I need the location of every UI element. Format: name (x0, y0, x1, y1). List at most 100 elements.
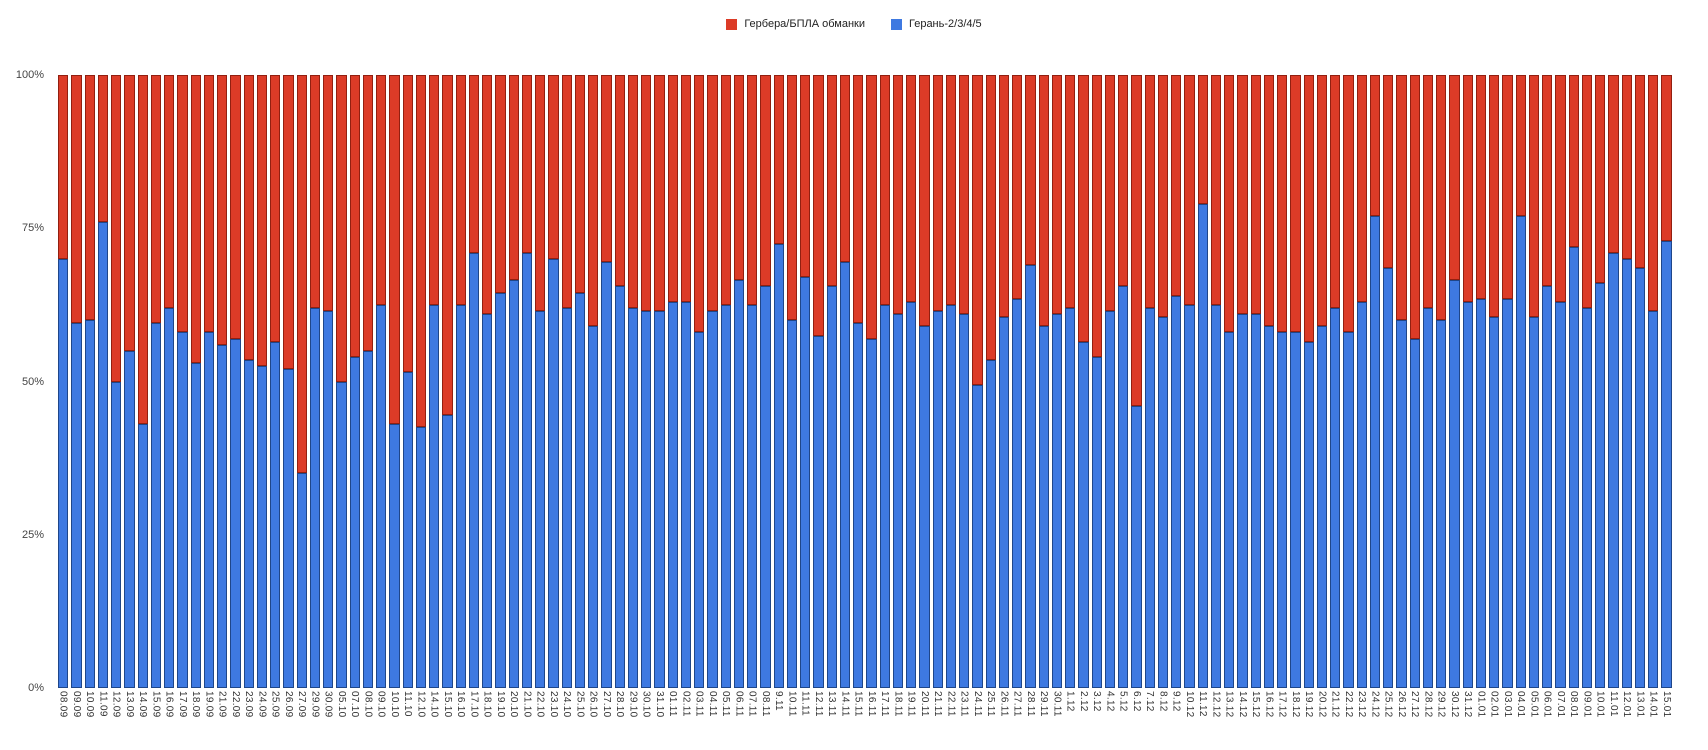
bar-16.12[interactable]: 16.12 (1263, 75, 1274, 718)
bar-segment-gerbera[interactable] (1051, 75, 1062, 315)
bar-segment-gerbera[interactable] (919, 75, 930, 327)
bar-segment-geran[interactable] (362, 350, 373, 688)
bar-20.12[interactable]: 20.12 (1316, 75, 1327, 718)
bar-segment-gerbera[interactable] (720, 75, 731, 305)
bar-segment-geran[interactable] (309, 307, 320, 688)
bar-segment-geran[interactable] (1277, 332, 1288, 688)
bar-segment-geran[interactable] (150, 323, 161, 688)
bar-segment-gerbera[interactable] (1502, 75, 1513, 299)
bar-segment-geran[interactable] (680, 301, 691, 688)
bar-31.12[interactable]: 31.12 (1462, 75, 1473, 718)
bar-segment-geran[interactable] (376, 304, 387, 688)
bar-segment-geran[interactable] (959, 314, 970, 688)
bar-segment-gerbera[interactable] (1330, 75, 1341, 308)
bar-segment-gerbera[interactable] (389, 75, 400, 425)
bar-segment-gerbera[interactable] (1065, 75, 1076, 308)
bar-segment-gerbera[interactable] (680, 75, 691, 302)
bar-segment-geran[interactable] (58, 258, 69, 688)
bar-segment-geran[interactable] (786, 320, 797, 688)
bar-segment-geran[interactable] (601, 261, 612, 688)
bar-segment-geran[interactable] (985, 360, 996, 688)
bar-segment-geran[interactable] (296, 473, 307, 688)
bar-segment-gerbera[interactable] (1290, 75, 1301, 333)
bar-segment-gerbera[interactable] (866, 75, 877, 339)
bar-segment-gerbera[interactable] (402, 75, 413, 373)
bar-segment-gerbera[interactable] (959, 75, 970, 315)
bar-09.09[interactable]: 09.09 (71, 75, 82, 718)
bar-19.12[interactable]: 19.12 (1303, 75, 1314, 718)
bar-segment-gerbera[interactable] (1528, 75, 1539, 318)
bar-segment-gerbera[interactable] (1131, 75, 1142, 407)
bar-segment-geran[interactable] (1396, 320, 1407, 688)
bar-06.01[interactable]: 06.01 (1542, 75, 1553, 718)
bar-16.09[interactable]: 16.09 (164, 75, 175, 718)
bar-19.10[interactable]: 19.10 (495, 75, 506, 718)
bar-segment-gerbera[interactable] (998, 75, 1009, 318)
bar-24.10[interactable]: 24.10 (561, 75, 572, 718)
bar-28.11[interactable]: 28.11 (1025, 75, 1036, 717)
bar-segment-gerbera[interactable] (323, 75, 334, 311)
bar-segment-gerbera[interactable] (945, 75, 956, 305)
bar-segment-geran[interactable] (482, 314, 493, 688)
bar-segment-geran[interactable] (243, 360, 254, 688)
bar-segment-geran[interactable] (71, 323, 82, 688)
bar-segment-gerbera[interactable] (1197, 75, 1208, 204)
bar-segment-geran[interactable] (1515, 215, 1526, 688)
bar-23.11[interactable]: 23.11 (959, 75, 970, 717)
bar-01.01[interactable]: 01.01 (1475, 75, 1486, 718)
bar-segment-geran[interactable] (402, 372, 413, 688)
bar-segment-geran[interactable] (932, 311, 943, 688)
bar-segment-geran[interactable] (97, 222, 108, 688)
bar-13.09[interactable]: 13.09 (124, 75, 135, 718)
bar-segment-gerbera[interactable] (548, 75, 559, 259)
bar-29.10[interactable]: 29.10 (627, 75, 638, 718)
bar-21.09[interactable]: 21.09 (217, 75, 228, 718)
bar-05.01[interactable]: 05.01 (1528, 75, 1539, 718)
bar-segment-geran[interactable] (853, 323, 864, 688)
bar-segment-geran[interactable] (879, 304, 890, 688)
bar-segment-gerbera[interactable] (1568, 75, 1579, 247)
bar-segment-gerbera[interactable] (853, 75, 864, 324)
bar-14.09[interactable]: 14.09 (137, 75, 148, 718)
bar-segment-geran[interactable] (137, 424, 148, 688)
bar-segment-gerbera[interactable] (442, 75, 453, 416)
bar-segment-geran[interactable] (1210, 304, 1221, 688)
bar-29.11[interactable]: 29.11 (1038, 75, 1049, 717)
bar-31.10[interactable]: 31.10 (654, 75, 665, 718)
bar-segment-geran[interactable] (972, 384, 983, 688)
bar-segment-gerbera[interactable] (1038, 75, 1049, 327)
bar-25.12[interactable]: 25.12 (1383, 75, 1394, 718)
bar-segment-geran[interactable] (1171, 295, 1182, 688)
bar-segment-gerbera[interactable] (985, 75, 996, 361)
bar-segment-gerbera[interactable] (203, 75, 214, 333)
bar-segment-geran[interactable] (1290, 332, 1301, 688)
bar-segment-gerbera[interactable] (773, 75, 784, 244)
bar-segment-geran[interactable] (323, 311, 334, 688)
bar-segment-gerbera[interactable] (535, 75, 546, 311)
bar-segment-gerbera[interactable] (1449, 75, 1460, 281)
bar-06.11[interactable]: 06.11 (733, 75, 744, 717)
bar-segment-geran[interactable] (747, 304, 758, 688)
bar-segment-geran[interactable] (164, 307, 175, 688)
bar-segment-geran[interactable] (1330, 307, 1341, 688)
bar-segment-gerbera[interactable] (1078, 75, 1089, 342)
bar-17.09[interactable]: 17.09 (177, 75, 188, 718)
bar-segment-geran[interactable] (1051, 314, 1062, 688)
bar-segment-geran[interactable] (203, 332, 214, 688)
bar-26.12[interactable]: 26.12 (1396, 75, 1407, 718)
bar-segment-gerbera[interactable] (906, 75, 917, 302)
bar-segment-gerbera[interactable] (362, 75, 373, 351)
bar-segment-geran[interactable] (1157, 317, 1168, 688)
bar-segment-gerbera[interactable] (1224, 75, 1235, 333)
bar-14.12[interactable]: 14.12 (1237, 75, 1248, 718)
bar-18.11[interactable]: 18.11 (892, 75, 903, 717)
bar-5.12[interactable]: 5.12 (1118, 75, 1129, 712)
bar-22.09[interactable]: 22.09 (230, 75, 241, 718)
bar-segment-geran[interactable] (1648, 311, 1659, 688)
bar-segment-geran[interactable] (1012, 298, 1023, 688)
bar-segment-gerbera[interactable] (601, 75, 612, 262)
bar-segment-gerbera[interactable] (1316, 75, 1327, 327)
bar-segment-gerbera[interactable] (1396, 75, 1407, 321)
bar-segment-gerbera[interactable] (1303, 75, 1314, 342)
bar-segment-geran[interactable] (1065, 307, 1076, 688)
